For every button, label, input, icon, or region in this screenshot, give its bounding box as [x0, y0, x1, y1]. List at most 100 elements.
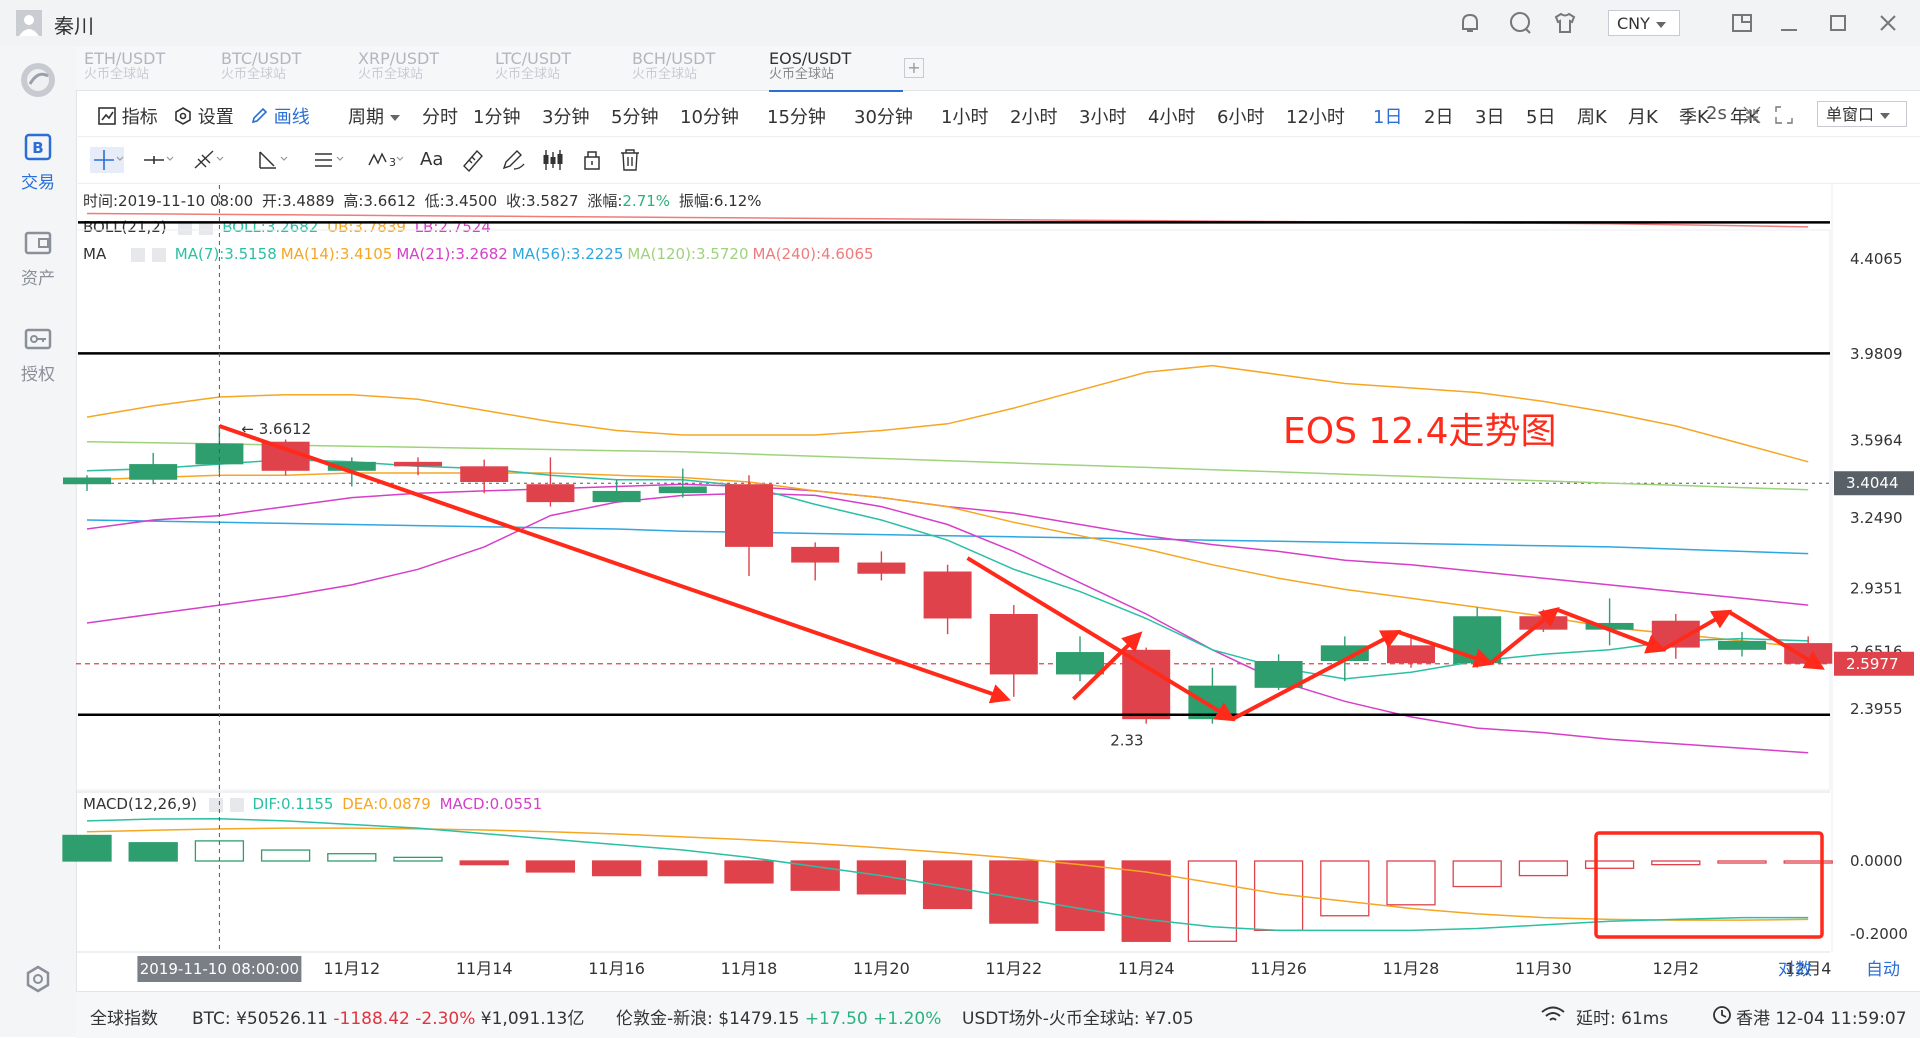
channel-tool[interactable] — [312, 147, 346, 173]
period-option[interactable]: 季K — [1679, 107, 1709, 128]
refresh-interval[interactable]: 2s — [1706, 103, 1727, 124]
period-option[interactable]: 年K — [1730, 107, 1760, 128]
wave-tool[interactable]: 3 — [366, 147, 404, 173]
macd-bar — [525, 860, 576, 873]
indicator-close-icon[interactable] — [151, 247, 166, 262]
x-tick-label: 11月18 — [721, 959, 778, 978]
tab-xrp-usdt[interactable]: XRP/USDT 火币全球站 — [358, 50, 492, 90]
period-option[interactable]: 1小时 — [941, 107, 989, 128]
period-option[interactable]: 分时 — [422, 107, 458, 128]
macd-bar — [1187, 860, 1238, 942]
indicator-button[interactable]: 指标 — [98, 103, 158, 129]
indicator-close-icon[interactable] — [229, 797, 244, 812]
period-option[interactable]: 12小时 — [1286, 107, 1345, 128]
indicator-settings-icon[interactable] — [178, 220, 193, 235]
close-icon[interactable] — [1875, 10, 1901, 36]
trend-arrow — [1071, 631, 1143, 701]
tab-pair: BTC/USDT — [221, 49, 302, 68]
angle-tool[interactable] — [256, 147, 290, 173]
compress-icon[interactable] — [1742, 105, 1762, 125]
status-bar: 全球指数 BTC: ¥50526.11 -1188.42 -2.30% ¥1,0… — [76, 991, 1920, 1038]
ma56-line — [86, 519, 1809, 555]
tab-eos-usdt[interactable]: EOS/USDT 火币全球站 — [769, 50, 903, 92]
period-option[interactable]: 1分钟 — [473, 107, 521, 128]
lock-icon — [584, 151, 600, 170]
period-option[interactable]: 6小时 — [1217, 107, 1265, 128]
period-option[interactable]: 3分钟 — [542, 107, 590, 128]
minimize-icon[interactable] — [1776, 10, 1802, 36]
tab-btc-usdt[interactable]: BTC/USDT 火币全球站 — [221, 50, 355, 90]
skin-icon[interactable] — [1552, 10, 1578, 36]
delete-tool[interactable] — [618, 147, 652, 173]
sidebar-item-trade[interactable]: B 交易 — [0, 132, 76, 193]
sidebar-item-auth[interactable]: 授权 — [0, 324, 76, 385]
chat-icon[interactable] — [1507, 10, 1533, 36]
period-option[interactable]: 3日 — [1475, 107, 1505, 128]
brush-tool[interactable] — [500, 147, 534, 173]
period-option[interactable]: 5日 — [1526, 107, 1556, 128]
period-dropdown[interactable]: 周期 — [348, 103, 400, 129]
period-option[interactable]: 2小时 — [1010, 107, 1058, 128]
macd-bar — [1386, 860, 1436, 906]
candle-body — [658, 486, 707, 494]
ohlc-change-label: 涨幅: — [587, 192, 623, 210]
sidebar-item-label: 资产 — [21, 269, 55, 289]
window-mode-select[interactable]: 单窗口 — [1817, 101, 1907, 127]
period-option[interactable]: 月K — [1628, 107, 1658, 128]
period-option[interactable]: 10分钟 — [680, 107, 739, 128]
currency-select[interactable]: CNY — [1608, 10, 1680, 36]
trend-arrow — [1231, 630, 1402, 721]
tab-ltc-usdt[interactable]: LTC/USDT 火币全球站 — [495, 50, 629, 90]
draw-button[interactable]: 画线 — [250, 103, 310, 129]
layout-icon[interactable] — [1729, 10, 1755, 36]
macd-bar — [1320, 860, 1370, 917]
period-option[interactable]: 5分钟 — [611, 107, 659, 128]
macd-bar — [989, 860, 1039, 924]
last-price-label: 2.5977 — [1846, 655, 1899, 673]
macd-name: MACD(12,26,9) — [83, 795, 197, 813]
macd-bar — [459, 860, 509, 866]
hline-tool[interactable] — [142, 147, 176, 173]
tab-exchange: 火币全球站 — [632, 67, 698, 82]
sidebar-item-assets[interactable]: 资产 — [0, 228, 76, 289]
candle-body — [1320, 645, 1369, 662]
ruler-tool[interactable] — [460, 147, 494, 173]
period-option[interactable]: 2日 — [1424, 107, 1454, 128]
period-option[interactable]: 4小时 — [1148, 107, 1196, 128]
trendline-tool[interactable] — [192, 147, 226, 173]
indicator-settings-icon[interactable] — [130, 247, 145, 262]
tab-exchange: 火币全球站 — [221, 67, 287, 82]
fullscreen-icon[interactable] — [1774, 105, 1794, 125]
text-tool[interactable]: Aa — [420, 149, 444, 170]
period-option[interactable]: 周K — [1577, 107, 1607, 128]
period-option[interactable]: 3小时 — [1079, 107, 1127, 128]
currency-value: CNY — [1617, 14, 1650, 33]
macd-bar — [327, 853, 377, 862]
period-option[interactable]: 15分钟 — [767, 107, 826, 128]
tab-bch-usdt[interactable]: BCH/USDT 火币全球站 — [632, 50, 766, 90]
avatar-icon[interactable] — [16, 10, 42, 36]
settings-button[interactable]: 设置 — [174, 103, 234, 129]
period-option[interactable]: 1日 — [1373, 107, 1403, 128]
pencil-icon — [251, 107, 268, 124]
tab-pair: XRP/USDT — [358, 49, 440, 68]
btc-label: BTC: — [192, 1009, 231, 1029]
lock-tool[interactable] — [580, 147, 614, 173]
x-tick-label: 11月14 — [456, 959, 513, 978]
add-tab-button[interactable]: + — [904, 58, 924, 78]
ohlc-info: 时间:2019-11-10 08:00 开:3.4889 高:3.6612 低:… — [83, 190, 766, 211]
period-option[interactable]: 30分钟 — [854, 107, 913, 128]
current-price-label: 3.4044 — [1846, 474, 1899, 492]
sidebar-settings[interactable] — [0, 964, 76, 1000]
boll-lower-line — [86, 492, 1809, 754]
global-index-label[interactable]: 全球指数 — [90, 1009, 158, 1029]
bell-icon[interactable] — [1457, 10, 1483, 36]
tab-eth-usdt[interactable]: ETH/USDT 火币全球站 — [84, 50, 218, 90]
tab-exchange: 火币全球站 — [84, 67, 150, 82]
kline-chart[interactable]: ← 3.6612 2.33 EOS 12.4走势图 4.4065 3.9809 3.59… — [0, 0, 1920, 991]
indicator-close-icon[interactable] — [199, 220, 214, 235]
crosshair-tool[interactable] — [90, 147, 124, 173]
maximize-icon[interactable] — [1825, 10, 1851, 36]
candle-body — [592, 490, 641, 503]
candle-tool[interactable] — [540, 147, 574, 173]
